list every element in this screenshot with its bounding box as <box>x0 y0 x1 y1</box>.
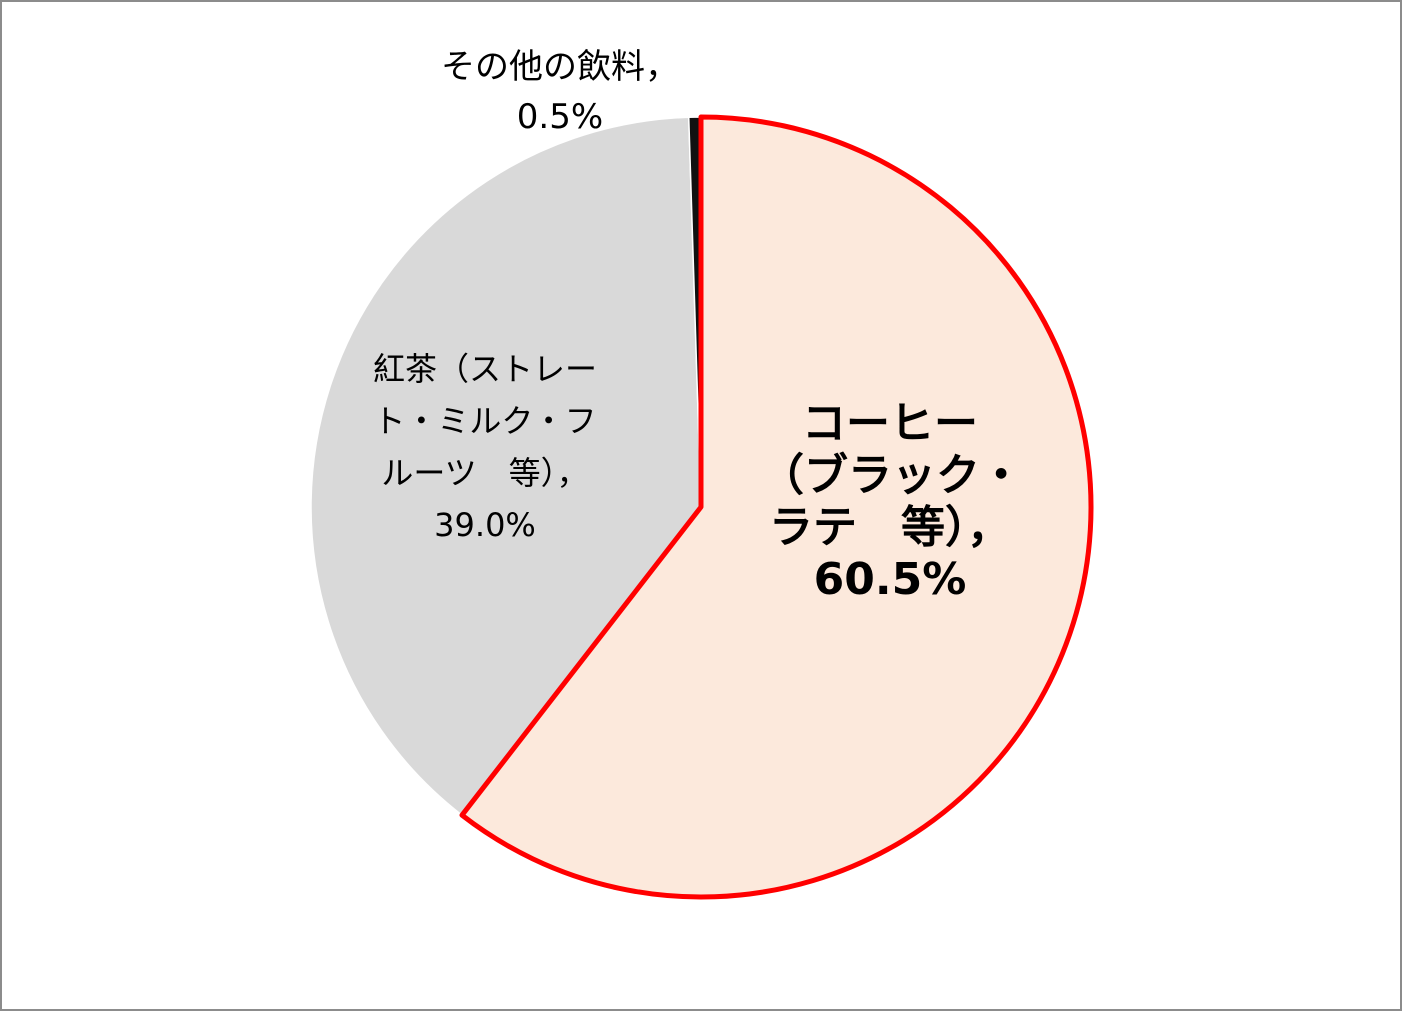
slice-label-coffee-line-1: コーヒー <box>802 398 978 449</box>
slice-value-coffee: 60.5% <box>813 554 967 605</box>
slice-label-tea: 紅茶（ストレー ト・ミルク・フ ルーツ 等）， 39.0% <box>340 343 630 551</box>
pie-slices <box>310 114 1094 900</box>
slice-label-tea-line-2: ト・ミルク・フ <box>373 402 597 440</box>
slice-label-tea-line-1: 紅茶（ストレー <box>372 350 597 388</box>
slice-value-tea: 39.0% <box>434 506 536 544</box>
pie-slice-tea <box>310 116 702 816</box>
slice-label-coffee-line-3: ラテ 等）， <box>769 502 1011 553</box>
slice-label-other: その他の飲料， 0.5% <box>400 42 720 142</box>
slice-label-coffee-line-2: （ブラック・ <box>760 450 1024 501</box>
slice-value-other: 0.5% <box>516 97 604 137</box>
pie-slice-coffee <box>459 114 1094 900</box>
slice-label-coffee: コーヒー （ブラック・ ラテ 等）， 60.5% <box>760 398 1024 606</box>
slice-label-tea-line-3: ルーツ 等）， <box>381 454 589 492</box>
slice-label-other-line-1: その他の飲料， <box>441 47 679 87</box>
